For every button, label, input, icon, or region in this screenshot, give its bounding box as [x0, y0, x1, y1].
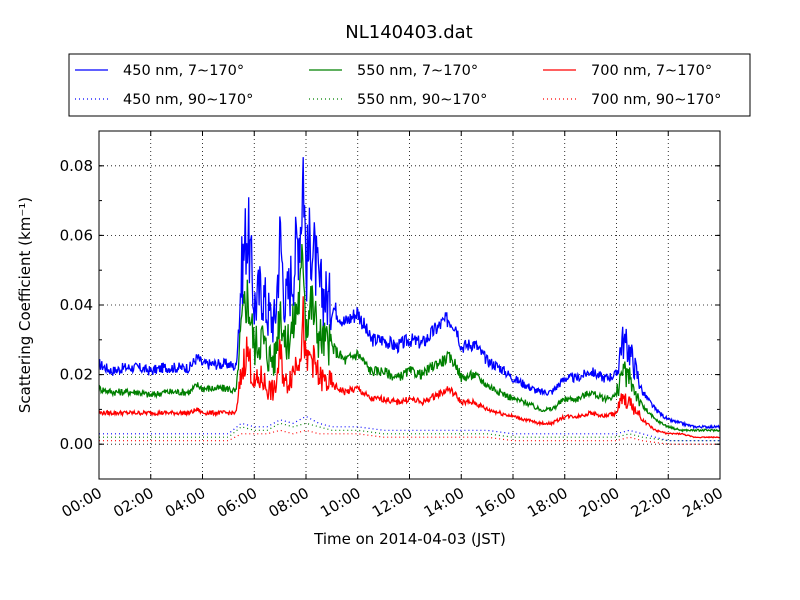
series-line-2 [99, 243, 720, 433]
x-tick-label: 18:00 [524, 484, 570, 521]
x-tick-label: 04:00 [162, 484, 208, 521]
x-tick-label: 24:00 [680, 484, 726, 521]
x-tick-label: 14:00 [421, 484, 467, 521]
x-tick-label: 20:00 [576, 484, 622, 521]
series-line-4 [99, 415, 720, 442]
x-tick-label: 02:00 [110, 484, 156, 521]
series-line-1 [99, 157, 720, 430]
legend-label: 550 nm, 7∼170° [357, 63, 478, 79]
x-tick-label: 12:00 [369, 484, 415, 521]
legend-label: 450 nm, 7∼170° [123, 63, 244, 79]
x-tick-label: 08:00 [266, 484, 312, 521]
chart-legend: 450 nm, 7∼170° 550 nm, 7∼170° 700 nm, 7∼17… [68, 53, 751, 117]
x-tick-label: 06:00 [214, 484, 260, 521]
legend-label: 700 nm, 90∼170° [591, 92, 721, 108]
grid-lines [99, 131, 720, 479]
series-line-3 [99, 296, 720, 439]
y-tick-label: 0.00 [60, 435, 93, 453]
series-line-6 [99, 429, 720, 445]
series-layer [99, 157, 720, 445]
legend-frame [68, 53, 751, 117]
chart-title: NL140403.dat [345, 22, 472, 43]
x-tick-label: 00:00 [59, 484, 105, 521]
y-tick-label: 0.06 [60, 226, 93, 244]
x-tick-label: 10:00 [317, 484, 363, 521]
legend-label: 450 nm, 90∼170° [123, 92, 253, 108]
x-tick-label: 22:00 [628, 484, 674, 521]
legend-label: 700 nm, 7∼170° [591, 63, 712, 79]
y-tick-label: 0.04 [60, 296, 93, 314]
y-tick-label: 0.08 [60, 157, 93, 175]
y-tick-label: 0.02 [60, 366, 93, 384]
legend-label: 550 nm, 90∼170° [357, 92, 487, 108]
x-tick-label: 16:00 [473, 484, 519, 521]
axis-ticks: 00:00 02:00 04:00 06:00 08:00 10:00 12:00 14:00… [59, 130, 726, 521]
y-axis-label: Scattering Coefficient (km⁻¹) [16, 197, 34, 413]
x-axis-label: Time on 2014-04-03 (JST) [313, 530, 506, 548]
